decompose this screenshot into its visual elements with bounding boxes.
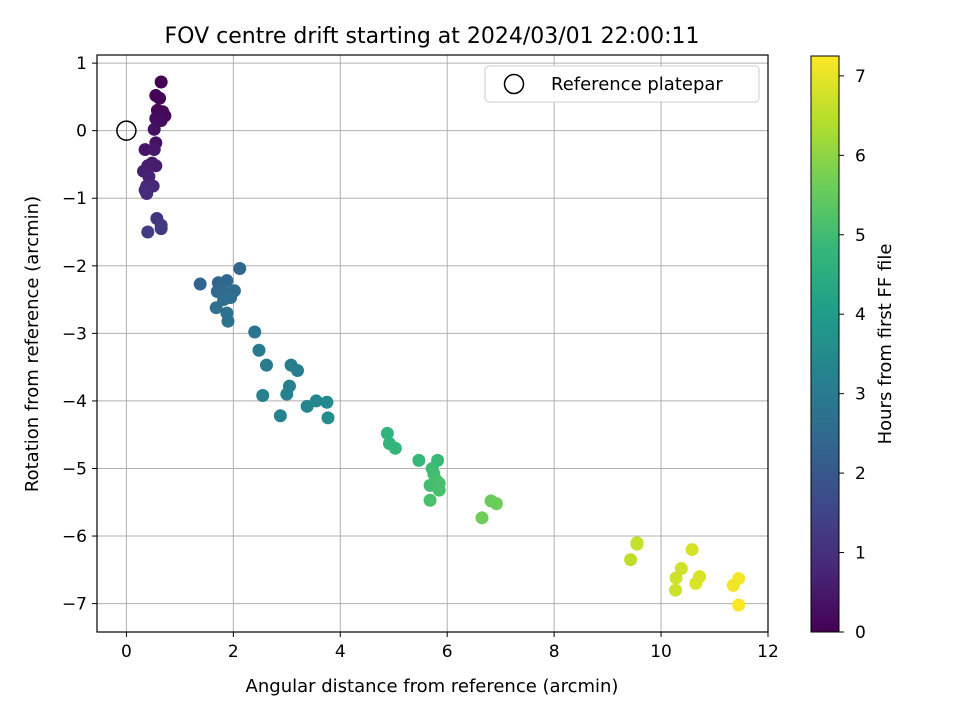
chart-title: FOV centre drift starting at 2024/03/01 …	[165, 24, 700, 49]
colorbar-tick-label: 6	[855, 146, 866, 166]
data-point	[147, 122, 161, 136]
y-tick-label: −3	[62, 324, 87, 344]
x-tick-label: 12	[757, 642, 779, 662]
data-point	[300, 399, 314, 413]
data-point	[280, 387, 294, 401]
x-tick-label: 6	[442, 642, 453, 662]
data-point	[193, 277, 207, 291]
x-tick-label: 2	[228, 642, 239, 662]
data-point	[669, 571, 683, 585]
colorbar-tick-label: 4	[855, 305, 866, 325]
x-axis-label: Angular distance from reference (arcmin)	[246, 676, 619, 697]
data-point	[624, 553, 638, 567]
data-point	[674, 561, 688, 575]
data-point	[726, 578, 740, 592]
data-point	[140, 187, 154, 201]
colorbar-tick-label: 5	[855, 226, 866, 246]
y-tick-label: −1	[62, 189, 87, 209]
data-point	[273, 409, 287, 423]
data-point	[141, 225, 155, 239]
colorbar-tick-label: 1	[855, 544, 866, 564]
data-point	[412, 453, 426, 467]
colorbar-tick-label: 2	[855, 464, 866, 484]
y-tick-label: 0	[76, 122, 87, 142]
data-point	[153, 91, 167, 105]
data-point	[209, 301, 223, 315]
x-tick-label: 10	[650, 642, 672, 662]
data-point	[489, 497, 503, 511]
data-point	[423, 493, 437, 507]
data-point	[432, 483, 446, 497]
legend-box	[484, 65, 760, 103]
x-tick-label: 0	[121, 642, 132, 662]
colorbar-tick-label: 3	[855, 385, 866, 405]
data-point	[290, 364, 304, 378]
data-point	[259, 358, 273, 372]
colorbar-tick-label: 7	[855, 67, 866, 87]
x-tick-label: 8	[549, 642, 560, 662]
colorbar-label: Hours from first FF file	[875, 244, 896, 445]
legend-label-reference: Reference platepar	[551, 74, 723, 95]
x-tick-label: 4	[335, 642, 346, 662]
y-axis-label: Rotation from reference (arcmin)	[22, 196, 43, 492]
legend: Reference platepar	[484, 65, 760, 103]
legend-marker-reference	[503, 73, 525, 95]
y-tick-label: −6	[62, 527, 87, 547]
plot-area-frame	[96, 54, 769, 633]
data-point	[233, 262, 247, 276]
data-point	[689, 576, 703, 590]
data-point	[154, 222, 168, 236]
data-point	[321, 411, 335, 425]
y-tick-label: −2	[62, 257, 87, 277]
data-points	[116, 75, 746, 612]
colorbar-ticks: 0 1 2 3 4 5 6 7	[839, 67, 866, 643]
data-point	[669, 583, 683, 597]
y-tick-label: −4	[62, 392, 87, 412]
colorbar: 0 1 2 3 4 5 6 7 Hours from first FF file	[810, 55, 896, 643]
data-point	[138, 143, 152, 157]
data-point	[154, 75, 168, 89]
data-point	[732, 598, 746, 612]
data-point	[380, 426, 394, 440]
data-point	[149, 112, 163, 126]
data-point	[221, 314, 235, 328]
data-point	[475, 511, 489, 525]
y-tick-label: −7	[62, 595, 87, 615]
y-tick-label: −5	[62, 459, 87, 479]
data-point	[685, 543, 699, 557]
reference-platepar-marker	[116, 120, 137, 141]
data-point	[248, 325, 262, 339]
data-point	[252, 343, 266, 357]
data-point	[256, 389, 270, 403]
data-point	[388, 441, 402, 455]
data-point	[216, 282, 230, 296]
y-tick-label: 1	[76, 54, 87, 74]
colorbar-gradient	[810, 55, 840, 633]
data-point	[320, 395, 334, 409]
data-point	[630, 537, 644, 551]
data-point	[147, 143, 161, 157]
colorbar-tick-label: 0	[855, 623, 866, 643]
